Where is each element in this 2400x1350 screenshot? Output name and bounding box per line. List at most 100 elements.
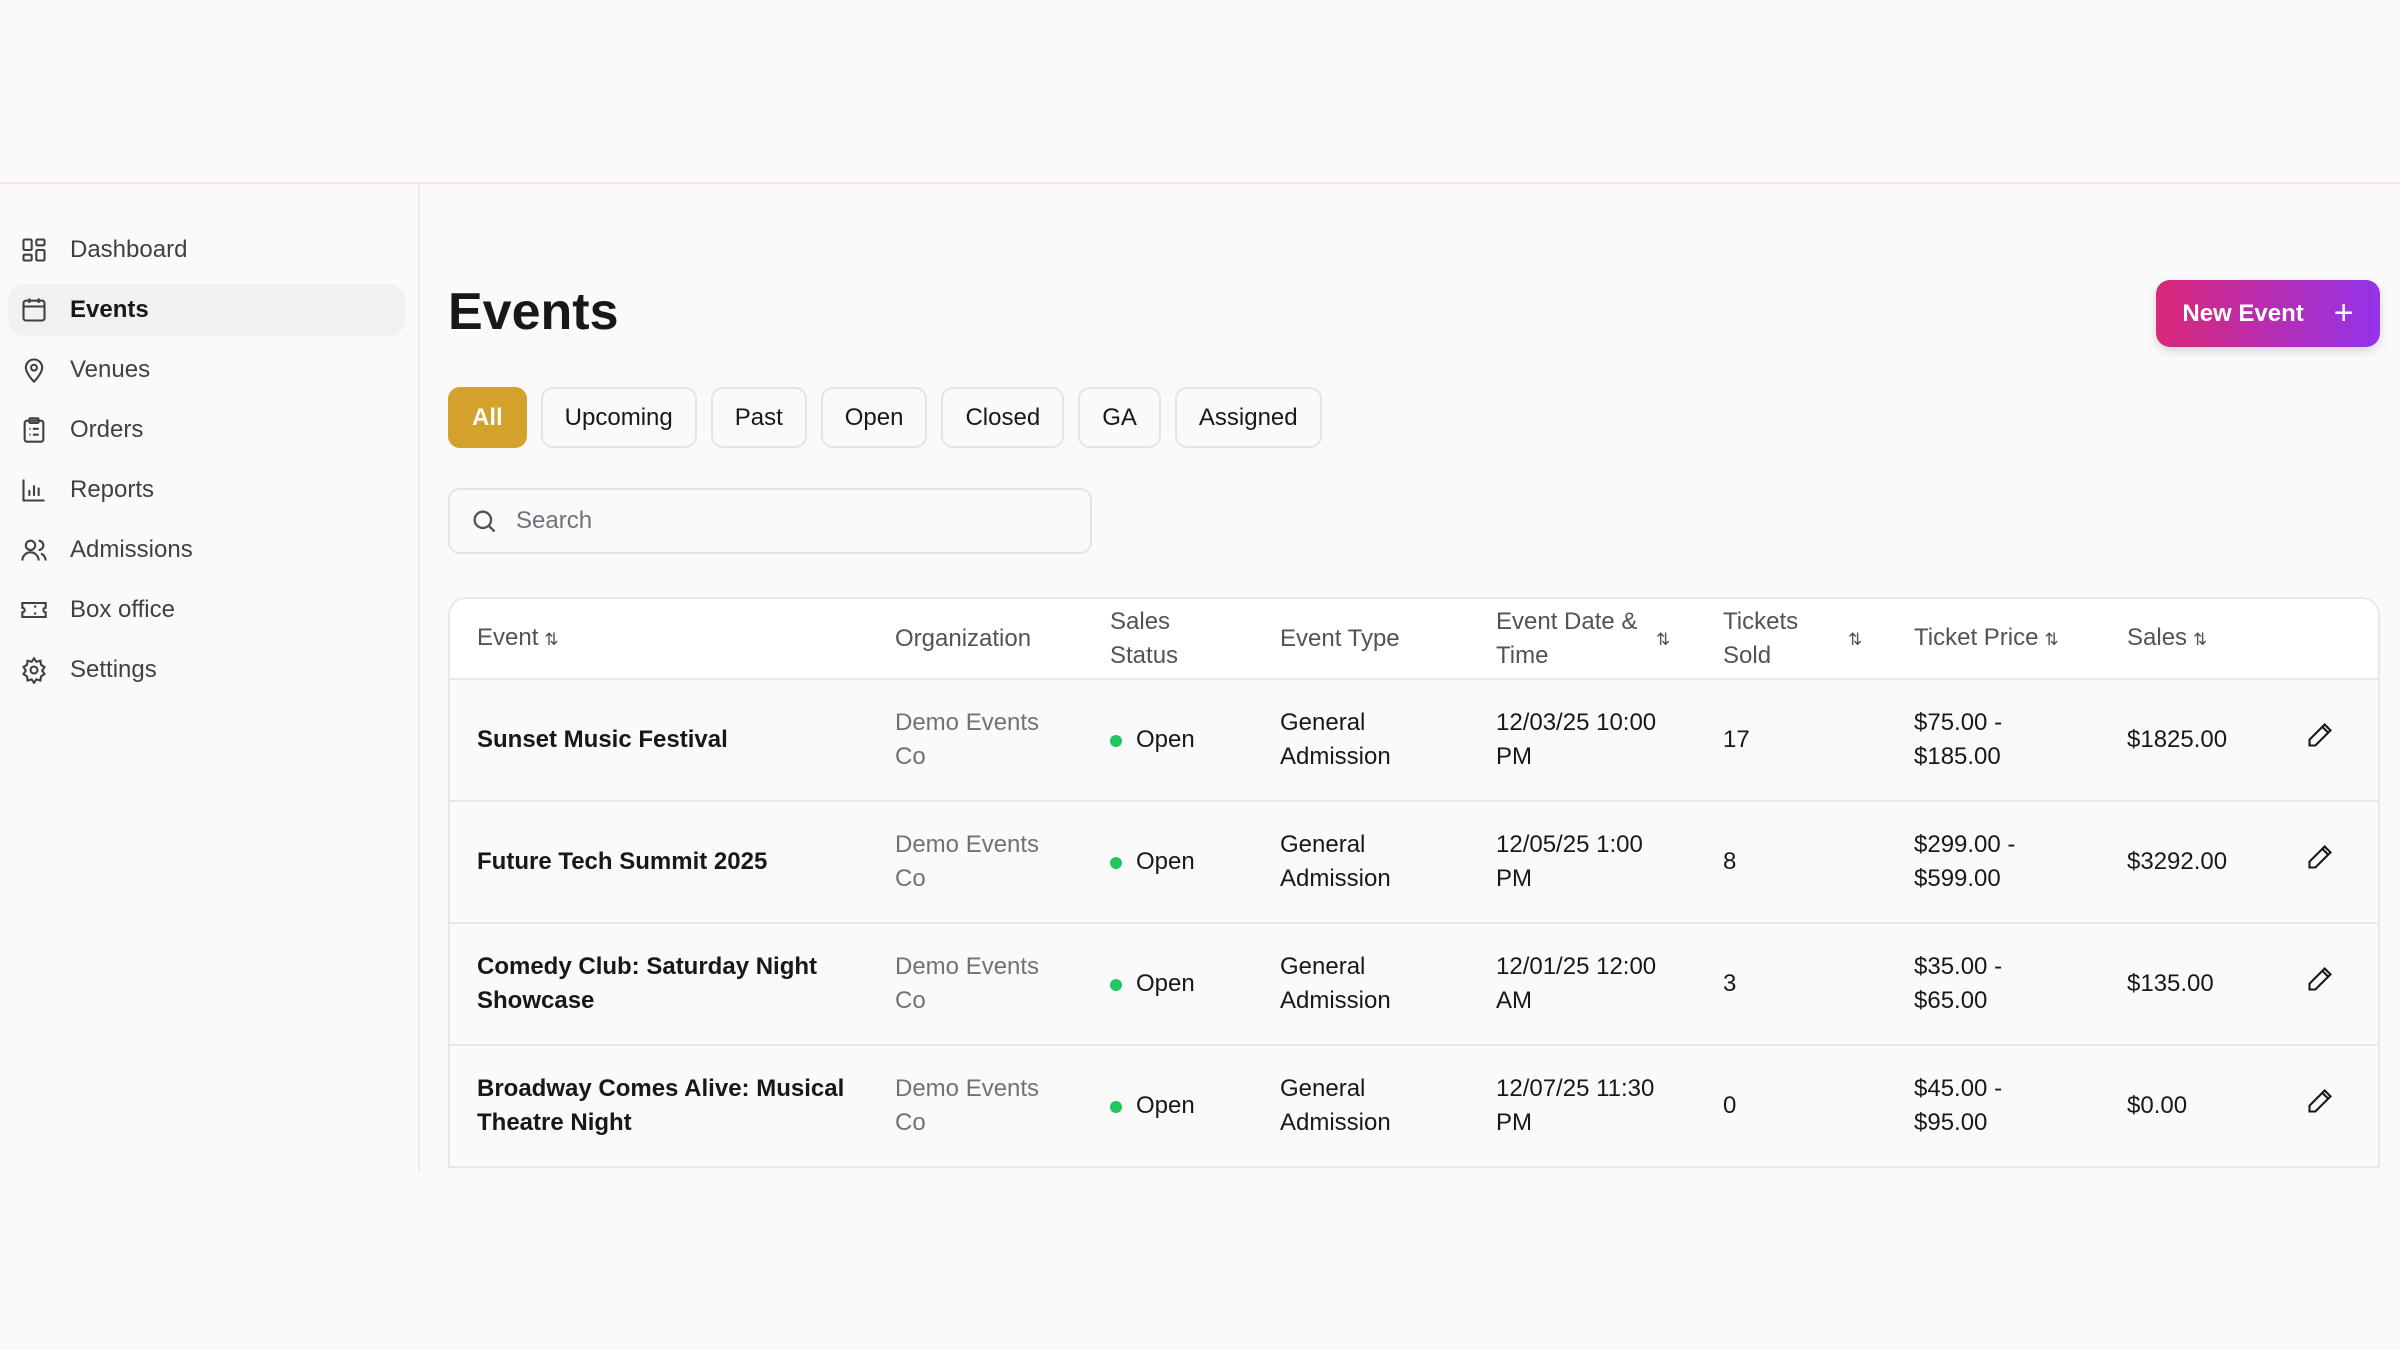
event-type: General Admission (1280, 828, 1391, 896)
status-dot-icon (1110, 1100, 1122, 1113)
cell-text: Theatre Night (477, 1109, 632, 1136)
users-icon (21, 539, 47, 561)
cell-text: Co (895, 743, 926, 770)
cell-text: Comedy Club: Saturday Night (477, 953, 818, 980)
status-badge: Open (1110, 723, 1195, 757)
ticket-price: $45.00 - $95.00 (1914, 1072, 2002, 1140)
table-row[interactable]: Sunset Music Festival Demo Events Co Open… (450, 680, 2378, 802)
filter-ga[interactable]: GA (1078, 387, 1161, 448)
status-dot-icon (1110, 734, 1122, 747)
search-input[interactable] (516, 507, 1056, 535)
filter-open[interactable]: Open (820, 387, 928, 448)
sidebar-item-reports[interactable]: Reports (8, 464, 405, 516)
event-date: 12/05/25 1:00 PM (1496, 828, 1643, 896)
sidebar-item-label: Orders (70, 416, 144, 443)
cell-text: $95.00 (1914, 1109, 1988, 1136)
sidebar-item-venues[interactable]: Venues (8, 344, 405, 396)
header-label: Sold (1723, 641, 1772, 669)
events-table: Event ⇅ Organization Sales Status Event Ty… (448, 597, 2380, 1168)
status-badge: Open (1110, 967, 1195, 1001)
cell-text: 12/01/25 12:00 (1496, 953, 1657, 980)
filter-assigned[interactable]: Assigned (1174, 387, 1322, 448)
cell-text: General (1280, 1075, 1366, 1102)
sort-icon[interactable]: ⇅ (1656, 629, 1671, 649)
table-row[interactable]: Future Tech Summit 2025 Demo Events Co Op… (450, 802, 2378, 924)
cell-text: $299.00 - (1914, 831, 2016, 858)
cell-text: Sunset Music Festival (477, 726, 728, 753)
event-name[interactable]: Sunset Music Festival (477, 723, 728, 757)
cell-text: Demo Events (895, 1075, 1040, 1102)
cell-text: $65.00 (1914, 987, 1988, 1014)
cell-text: 12/05/25 1:00 (1496, 831, 1643, 858)
filter-upcoming[interactable]: Upcoming (540, 387, 697, 448)
table-row[interactable]: Broadway Comes Alive: Musical Theatre Nig… (450, 1046, 2378, 1166)
edit-icon[interactable] (2306, 965, 2334, 1003)
filter-past[interactable]: Past (710, 387, 807, 448)
header-label: Tickets (1723, 607, 1799, 635)
edit-icon[interactable] (2306, 843, 2334, 881)
new-event-button[interactable]: New Event + (2156, 280, 2380, 347)
new-event-label: New Event (2182, 299, 2304, 327)
sort-icon[interactable]: ⇅ (544, 629, 559, 649)
table-header: Event ⇅ Organization Sales Status Event Ty… (450, 599, 2378, 680)
organization: Demo Events Co (895, 1072, 1039, 1140)
sort-icon[interactable]: ⇅ (2044, 629, 2059, 649)
bar-chart-icon (22, 479, 45, 502)
ticket-icon (21, 601, 47, 619)
column-event[interactable]: Event ⇅ (477, 621, 559, 657)
event-name[interactable]: Broadway Comes Alive: Musical Theatre Nig… (477, 1072, 844, 1140)
sidebar-item-admissions[interactable]: Admissions (8, 524, 405, 576)
sidebar-item-dashboard[interactable]: Dashboard (8, 224, 405, 276)
edit-icon[interactable] (2306, 1087, 2334, 1125)
event-date: 12/01/25 12:00 AM (1496, 950, 1656, 1018)
column-tickets-sold: Tickets Sold (1723, 605, 1798, 673)
cell-text: 12/07/25 11:30 (1496, 1075, 1655, 1102)
cell-text: Admission (1280, 1109, 1391, 1136)
filter-all[interactable]: All (448, 387, 527, 448)
filter-closed[interactable]: Closed (941, 387, 1065, 448)
status-dot-icon (1110, 856, 1122, 869)
header-label: Status (1110, 641, 1179, 669)
table-row[interactable]: Comedy Club: Saturday Night Showcase Demo… (450, 924, 2378, 1046)
plus-icon: + (2333, 294, 2354, 332)
tickets-sold: 17 (1723, 726, 1750, 753)
column-sales-status: Sales Status (1110, 605, 1178, 673)
sidebar-item-orders[interactable]: Orders (8, 404, 405, 456)
header-label: Event (477, 623, 539, 651)
tickets-sold: 8 (1723, 848, 1737, 875)
event-name[interactable]: Comedy Club: Saturday Night Showcase (477, 950, 817, 1018)
tickets-sold: 3 (1723, 970, 1737, 997)
sort-icon[interactable]: ⇅ (1848, 629, 1863, 649)
gear-icon (22, 656, 46, 684)
dashboard-icon (22, 238, 46, 262)
cell-text: Open (1136, 726, 1195, 753)
cell-text: General (1280, 709, 1366, 736)
cell-text: Open (1136, 1092, 1195, 1119)
sidebar-item-label: Events (70, 296, 149, 323)
event-name[interactable]: Future Tech Summit 2025 (477, 845, 767, 879)
cell-text: Demo Events (895, 953, 1040, 980)
status-badge: Open (1110, 1089, 1195, 1123)
cell-text: 12/03/25 10:00 (1496, 709, 1657, 736)
top-bar (0, 0, 2400, 184)
event-date: 12/03/25 10:00 PM (1496, 706, 1656, 774)
search-icon (473, 510, 496, 533)
event-type: General Admission (1280, 1072, 1391, 1140)
organization: Demo Events Co (895, 950, 1039, 1018)
edit-icon[interactable] (2306, 721, 2334, 759)
sidebar-item-label: Admissions (70, 536, 193, 563)
sidebar-item-box-office[interactable]: Box office (8, 584, 405, 636)
sort-icon[interactable]: ⇅ (2193, 629, 2208, 649)
sidebar: Dashboard Events Venues Orders Reports A… (0, 184, 420, 1172)
sidebar-item-events[interactable]: Events (8, 284, 405, 336)
sidebar-item-settings[interactable]: Settings (8, 644, 405, 696)
header-label: Time (1496, 641, 1549, 669)
column-sales[interactable]: Sales ⇅ (2127, 621, 2207, 657)
sales-amount: $135.00 (2127, 970, 2214, 997)
sidebar-item-label: Box office (70, 596, 175, 623)
tickets-sold: 0 (1723, 1092, 1737, 1119)
cell-text: Open (1136, 970, 1195, 997)
sidebar-item-label: Venues (70, 356, 151, 383)
organization: Demo Events Co (895, 706, 1039, 774)
column-ticket-price[interactable]: Ticket Price ⇅ (1914, 621, 2059, 657)
